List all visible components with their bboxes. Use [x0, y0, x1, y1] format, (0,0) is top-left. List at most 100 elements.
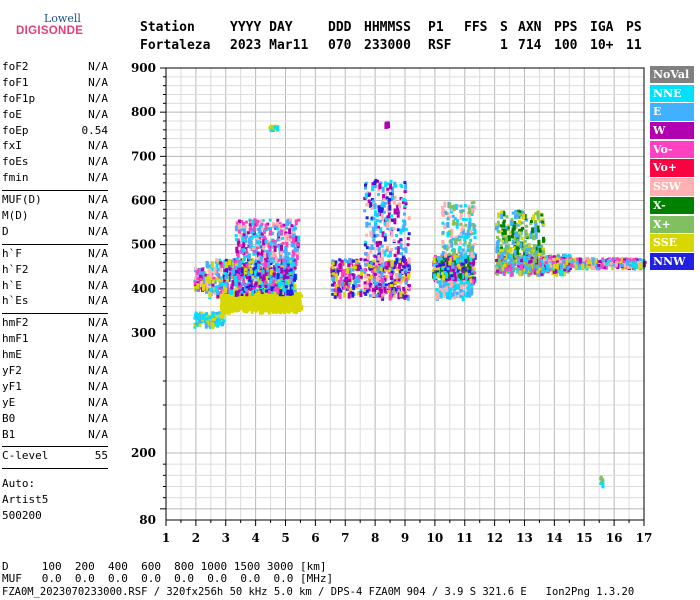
echo-point	[241, 222, 245, 228]
echo-point	[246, 231, 250, 235]
echo-point	[618, 261, 622, 268]
echo-point	[453, 248, 456, 255]
echo-point	[373, 204, 377, 208]
echo-point	[520, 254, 524, 258]
echo-point	[469, 230, 473, 234]
echo-point	[614, 260, 618, 267]
echo-point	[229, 272, 232, 276]
echo-point	[544, 261, 548, 265]
echo-point	[205, 290, 209, 294]
echo-point	[503, 259, 507, 263]
echo-point	[532, 243, 536, 250]
echo-point	[270, 290, 274, 294]
echo-point	[222, 319, 226, 323]
echo-point	[251, 219, 255, 226]
echo-point	[375, 271, 379, 275]
echo-point	[263, 252, 267, 259]
echo-point	[286, 289, 290, 296]
echo-point	[298, 299, 302, 306]
echo-point	[470, 223, 474, 227]
echo-point	[242, 286, 246, 293]
echo-point	[296, 248, 299, 252]
param-row: h`Es N/A	[2, 294, 108, 310]
echo-point	[465, 294, 468, 297]
echo-point	[443, 290, 447, 294]
autoscaling-info: Auto: Artist5 500200	[2, 477, 108, 525]
echo-point	[256, 257, 260, 261]
echo-point	[348, 258, 352, 261]
echo-point	[215, 260, 218, 264]
header-label-iga: IGA	[590, 20, 614, 35]
echo-point	[267, 245, 271, 249]
echo-point	[454, 286, 458, 290]
param-name: foEs	[2, 155, 29, 169]
echo-point	[235, 246, 239, 253]
echo-point	[396, 203, 400, 207]
param-row: hmE N/A	[2, 348, 108, 364]
echo-point	[241, 235, 245, 242]
header-value-ps: 11	[626, 38, 642, 53]
echo-point	[261, 227, 264, 231]
echo-point	[432, 267, 436, 270]
echo-point	[441, 251, 445, 255]
echo-point	[224, 284, 228, 288]
echo-point	[231, 304, 235, 308]
echo-point	[264, 237, 268, 241]
echo-point	[300, 294, 303, 298]
echo-point	[372, 217, 376, 221]
param-row: hmF1 N/A	[2, 332, 108, 348]
echo-point	[461, 263, 465, 270]
echo-point	[390, 281, 394, 285]
echo-point	[237, 301, 241, 305]
echo-point	[348, 278, 352, 282]
echo-point	[282, 300, 286, 307]
echo-point	[448, 259, 452, 266]
echo-point	[377, 277, 381, 281]
echo-point	[217, 318, 221, 325]
x-tick-label: 5	[281, 531, 289, 545]
echo-point	[291, 286, 295, 290]
echo-point	[370, 198, 374, 201]
echo-point	[383, 286, 387, 293]
y-tick-label: 400	[131, 282, 156, 296]
echo-point	[443, 201, 447, 208]
echo-point	[236, 222, 240, 226]
echo-point	[258, 265, 262, 269]
echo-point	[455, 221, 459, 225]
echo-point	[604, 263, 608, 270]
echo-point	[276, 238, 280, 242]
echo-point	[514, 267, 518, 271]
echo-point	[394, 262, 397, 266]
param-value: N/A	[88, 364, 108, 378]
echo-point	[533, 264, 536, 271]
echo-point	[351, 259, 355, 263]
echo-point	[451, 293, 455, 297]
echo-point	[284, 274, 288, 281]
echo-point	[258, 245, 262, 249]
echo-point	[440, 260, 443, 266]
param-value: N/A	[88, 171, 108, 185]
echo-point	[296, 251, 300, 255]
echo-point	[406, 294, 410, 301]
echo-point	[450, 280, 454, 287]
echo-point	[499, 268, 502, 272]
echo-point	[502, 210, 506, 214]
echo-point	[435, 288, 439, 292]
echo-point	[462, 217, 465, 221]
echo-point	[458, 283, 461, 287]
echo-point	[446, 278, 450, 282]
echo-point	[204, 312, 208, 316]
echo-point	[469, 255, 473, 262]
echo-point	[371, 270, 374, 274]
param-row: foE N/A	[2, 108, 108, 124]
echo-point	[635, 262, 638, 269]
echo-point	[332, 267, 336, 274]
echo-point	[239, 220, 243, 223]
echo-point	[234, 225, 238, 232]
echo-point	[446, 222, 450, 228]
echo-point	[383, 221, 387, 225]
echo-point	[242, 262, 246, 269]
echo-point	[542, 236, 545, 243]
echo-point	[269, 251, 273, 255]
